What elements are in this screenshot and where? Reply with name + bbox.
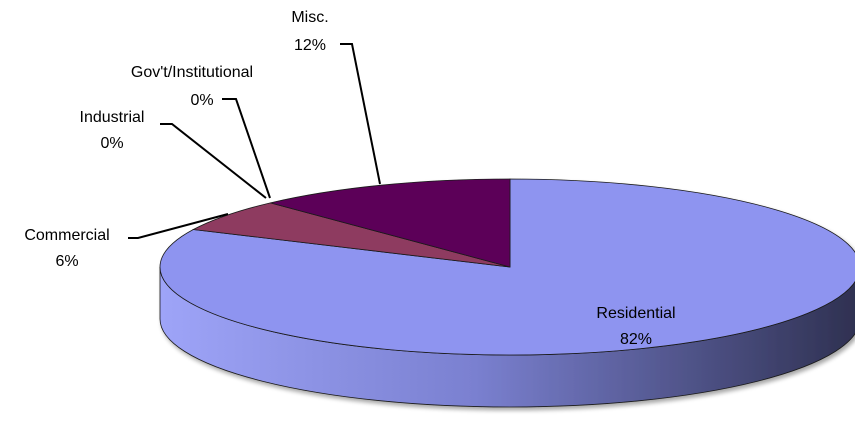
- leader-line-govt-institutional: [222, 98, 271, 199]
- leader-line-commercial: [128, 213, 229, 239]
- slice-label-industrial: Industrial: [80, 109, 145, 126]
- slice-value-industrial: 0%: [100, 135, 123, 152]
- slice-value-residential: 82%: [620, 331, 652, 348]
- slice-label-residential: Residential: [596, 305, 675, 322]
- slice-value-misc: 12%: [294, 37, 326, 54]
- slice-label-govt-institutional: Gov't/Institutional: [131, 64, 253, 81]
- slice-value-govt-institutional: 0%: [190, 92, 213, 109]
- leader-line-industrial: [160, 123, 267, 199]
- pie-slice-misc: [270, 178, 511, 268]
- slice-value-commercial: 6%: [55, 253, 78, 270]
- slice-label-commercial: Commercial: [24, 227, 109, 244]
- slice-label-misc: Misc.: [291, 9, 328, 26]
- leader-line-misc: [340, 43, 381, 185]
